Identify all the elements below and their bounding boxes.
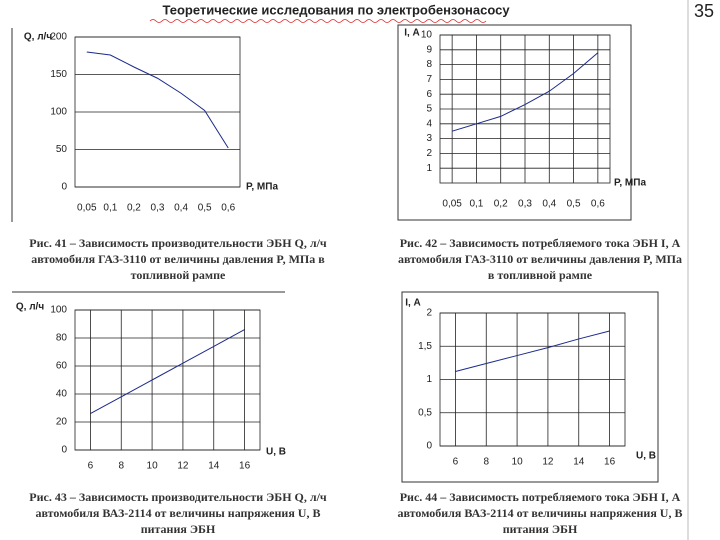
x-tick-label: 16 — [239, 461, 251, 472]
x-tick-label: 0,3 — [151, 203, 165, 214]
data-line — [86, 51, 229, 149]
y-tick-label: 5 — [426, 104, 432, 115]
y-tick-label: 150 — [50, 69, 67, 80]
y-axis-label: Q, л/ч — [16, 302, 44, 313]
y-tick-label: 7 — [426, 74, 432, 85]
data-line — [90, 329, 245, 415]
y-tick-label: 0 — [61, 182, 67, 193]
y-tick-label: 20 — [56, 417, 68, 428]
plot-frame — [74, 36, 241, 188]
slide-title: Теоретические исследования по электробен… — [162, 2, 510, 17]
x-axis-label: U, В — [266, 447, 286, 458]
y-tick-label: 60 — [56, 361, 68, 372]
y-tick-label: 9 — [426, 44, 432, 55]
y-tick-label: 2 — [426, 308, 432, 319]
x-tick-label: 6 — [453, 457, 459, 468]
chart-frame — [397, 24, 632, 221]
x-tick-label: 10 — [512, 457, 524, 468]
y-tick-label: 200 — [50, 32, 67, 43]
y-tick-label: 1 — [426, 163, 432, 174]
x-tick-label: 0,6 — [221, 203, 235, 214]
figure-caption: в топливной рампе — [488, 268, 593, 282]
x-tick-label: 14 — [573, 457, 585, 468]
figure-caption: автомобиля ВАЗ-2114 от величины напряжен… — [398, 506, 683, 520]
y-tick-label: 4 — [426, 118, 432, 129]
plot-frame — [439, 312, 626, 447]
x-tick-label: 14 — [208, 461, 220, 472]
x-tick-label: 0,1 — [469, 199, 483, 210]
y-tick-label: 0 — [426, 441, 432, 452]
y-tick-label: 10 — [421, 30, 433, 41]
spell-underline — [149, 19, 487, 23]
x-axis-label: P, МПа — [246, 182, 278, 193]
plot-frame — [74, 309, 261, 451]
y-tick-label: 3 — [426, 133, 432, 144]
page-number: 35 — [694, 1, 714, 21]
y-tick-label: 8 — [426, 59, 432, 70]
x-tick-label: 8 — [483, 457, 489, 468]
data-line — [455, 330, 610, 373]
x-tick-label: 12 — [542, 457, 554, 468]
figure-caption: Рис. 42 – Зависимость потребляемого тока… — [400, 236, 681, 250]
figure-caption: автомобиля ГАЗ-3110 от величины давления… — [398, 252, 682, 266]
y-axis-label: I, А — [405, 298, 421, 309]
y-axis-label: Q, л/ч — [24, 32, 52, 43]
x-tick-label: 0,05 — [442, 199, 462, 210]
x-tick-label: 6 — [88, 461, 94, 472]
y-tick-label: 40 — [56, 389, 68, 400]
y-tick-label: 1 — [426, 374, 432, 385]
x-tick-label: 0,2 — [494, 199, 508, 210]
x-tick-label: 0,05 — [77, 203, 97, 214]
x-tick-label: 8 — [118, 461, 124, 472]
y-tick-label: 0 — [61, 445, 67, 456]
y-axis-label: I, А — [404, 28, 420, 39]
figure-caption: Рис. 43 – Зависимость производительности… — [29, 490, 327, 504]
x-tick-label: 12 — [177, 461, 189, 472]
x-tick-label: 10 — [147, 461, 159, 472]
x-tick-label: 0,3 — [518, 199, 532, 210]
x-tick-label: 0,1 — [103, 203, 117, 214]
y-tick-label: 80 — [56, 333, 68, 344]
y-tick-label: 0,5 — [418, 407, 432, 418]
data-line — [451, 52, 599, 132]
x-tick-label: 0,2 — [127, 203, 141, 214]
x-tick-label: 16 — [604, 457, 616, 468]
x-tick-label: 0,5 — [567, 199, 581, 210]
figure-caption: питания ЭБН — [503, 522, 578, 536]
y-tick-label: 50 — [56, 144, 68, 155]
y-tick-label: 100 — [50, 107, 67, 118]
x-axis-label: P, МПа — [614, 178, 646, 189]
figure-caption: автомобиля ВАЗ-2114 от величины напряжен… — [36, 506, 321, 520]
figure-caption: Рис. 41 – Зависимость производительности… — [29, 236, 327, 250]
figure-caption: автомобиля ГАЗ-3110 от величины давления… — [31, 252, 325, 266]
figure-caption: питания ЭБН — [141, 522, 216, 536]
y-tick-label: 2 — [426, 148, 432, 159]
plot-frame — [439, 34, 611, 184]
x-tick-label: 0,4 — [174, 203, 188, 214]
figure-caption: Рис. 44 – Зависимость потребляемого тока… — [400, 490, 681, 504]
x-tick-label: 0,6 — [591, 199, 605, 210]
x-tick-label: 0,5 — [198, 203, 212, 214]
x-axis-label: U, В — [636, 451, 656, 462]
figure-caption: топливной рампе — [131, 268, 226, 282]
chart-frame — [401, 291, 659, 483]
y-tick-label: 6 — [426, 89, 432, 100]
y-tick-label: 1,5 — [418, 341, 432, 352]
x-tick-label: 0,4 — [542, 199, 556, 210]
y-tick-label: 100 — [50, 305, 67, 316]
